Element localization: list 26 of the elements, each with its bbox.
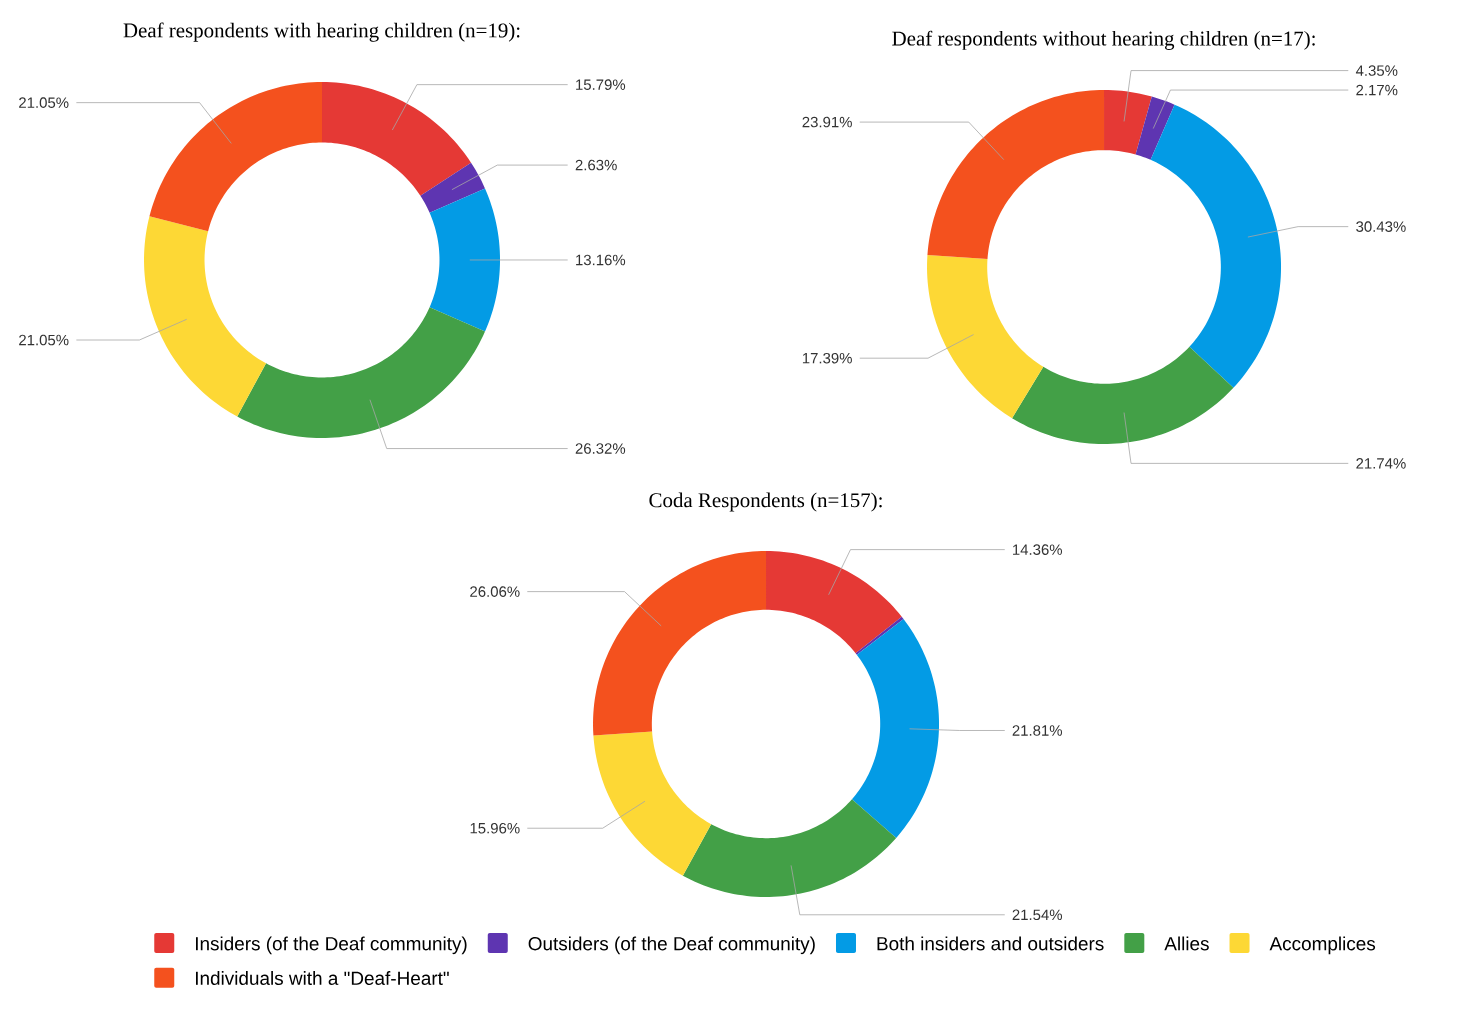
chart-title: Deaf respondents without hearing children (n=17): [892, 30, 1315, 50]
legend-label: Outsiders (of the Deaf community) [528, 936, 815, 955]
data-label: 21.05% [19, 334, 69, 346]
legend-label: Insiders (of the Deaf community) [196, 936, 467, 955]
data-label: 21.81% [1012, 725, 1063, 736]
data-label: 15.79% [576, 79, 626, 90]
legend-label: Individuals with a "Deaf-Heart" [196, 971, 449, 985]
data-label: 14.36% [1013, 544, 1063, 555]
chart-title: Deaf respondents with hearing children (n=19): [123, 22, 520, 42]
data-label: 23.91% [802, 116, 852, 128]
data-label: 13.16% [576, 254, 626, 266]
data-label: 15.96% [470, 822, 520, 834]
data-label: 2.17% [1356, 84, 1398, 96]
data-label: 26.32% [575, 443, 626, 454]
data-label: 26.06% [470, 586, 520, 597]
data-label: 2.63% [575, 159, 617, 171]
data-label: 21.05% [19, 97, 69, 108]
legend-label: Both insiders and outsiders [877, 936, 1104, 951]
data-label: 4.35% [1355, 65, 1398, 76]
data-label: 30.43% [1356, 221, 1406, 232]
legend-label: Accomplices [1269, 936, 1376, 955]
legend-label: Allies [1164, 936, 1209, 951]
data-label: 21.74% [1356, 458, 1406, 469]
chart-title: Coda Respondents (n=157): [649, 492, 882, 512]
data-label: 21.54% [1012, 909, 1063, 921]
data-label: 17.39% [802, 352, 852, 364]
